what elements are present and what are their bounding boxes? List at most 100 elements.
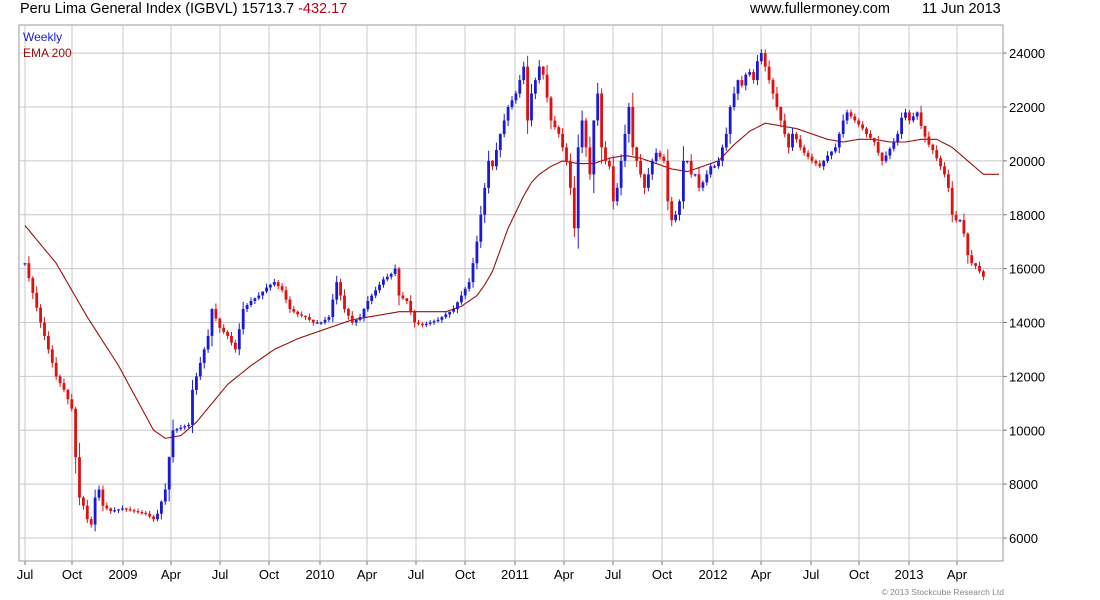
website-label: www.fullermoney.com [750,1,890,17]
weekly-bar [148,513,152,517]
weekly-bar [292,309,296,312]
date-label: 11 Jun 2013 [922,1,1001,17]
weekly-bar [553,120,557,128]
y-tick-label: 20000 [1009,154,1045,169]
weekly-bar [121,508,124,510]
weekly-bar [506,107,510,121]
weekly-bar [950,187,954,215]
weekly-bar [272,282,276,285]
weekly-bar [685,160,689,163]
weekly-bar [526,66,529,121]
weekly-bar [366,301,370,310]
weekly-bar [639,160,642,175]
weekly-bar [721,147,724,161]
chart-title: Peru Lima General Index (IGBVL) 15713.7 … [20,1,347,17]
weekly-bar [923,125,927,137]
weekly-bar [635,147,639,161]
weekly-bar [113,510,116,512]
weekly-bar [475,241,479,264]
weekly-bar [230,336,233,343]
weekly-bar [806,152,810,157]
weekly-bar [82,497,85,506]
y-tick-label: 24000 [1009,46,1045,61]
weekly-bar [596,93,600,121]
weekly-bar [105,505,109,509]
weekly-bar [810,156,814,161]
weekly-bar [857,120,861,125]
weekly-bar [666,160,670,202]
weekly-bar [35,292,39,308]
weekly-bar [70,399,74,409]
weekly-bar [853,116,857,121]
weekly-bar [354,319,358,323]
weekly-bar [845,112,849,121]
weekly-bar [210,309,214,336]
weekly-bar [872,138,876,142]
weekly-bar [678,201,681,215]
weekly-bar [880,152,884,161]
weekly-bar [421,323,424,326]
weekly-bar [740,80,744,86]
weekly-bar [39,307,42,323]
weekly-bar [549,97,553,121]
weekly-bar [397,268,401,296]
weekly-bar [66,389,70,400]
x-tick-label: 2012 [699,567,728,582]
weekly-bar [97,489,101,498]
weekly-bar [175,428,179,431]
weekly-bar [654,152,658,161]
weekly-bar [378,284,381,291]
weekly-bar [884,155,888,161]
y-tick-label: 6000 [1009,531,1038,546]
weekly-bar [705,174,709,183]
weekly-bar [171,430,175,458]
weekly-bar [911,116,915,121]
x-tick-label: Jul [605,567,622,582]
weekly-bar [487,160,490,188]
weekly-bar [518,80,522,94]
weekly-bar [385,276,389,280]
weekly-bar [670,201,674,221]
weekly-bar [892,142,896,149]
weekly-bar [280,286,284,291]
weekly-bar [775,93,779,107]
weekly-bar [202,349,206,363]
weekly-bar [276,282,280,287]
weekly-bar [935,150,939,159]
weekly-bar [456,302,459,309]
weekly-bar [452,309,455,312]
weekly-bar [763,53,767,67]
x-tick-label: 2010 [306,567,335,582]
weekly-bar [23,263,27,265]
weekly-bar [471,263,475,283]
weekly-bar [954,214,958,221]
y-tick-label: 18000 [1009,208,1045,223]
weekly-bar [576,147,580,229]
weekly-bar [904,112,907,118]
weekly-bar [284,290,288,300]
weekly-bar [510,100,514,107]
weekly-bar [915,112,919,117]
weekly-bar [460,295,463,303]
x-tick-label: 2013 [895,567,924,582]
x-tick-label: Oct [849,567,870,582]
legend-ema: EMA 200 [23,46,72,60]
weekly-bar [584,120,588,148]
weekly-bar [428,322,432,324]
weekly-bar [693,174,697,176]
weekly-bar [537,66,541,81]
weekly-bar [467,282,471,289]
weekly-bar [370,295,374,301]
weekly-bar [728,107,732,134]
ema-200-line [24,122,999,439]
weekly-bar [814,160,818,164]
y-tick-label: 8000 [1009,477,1038,492]
weekly-bar [588,147,592,175]
weekly-bar [214,309,218,319]
weekly-bar [592,120,596,175]
weekly-bar [319,322,323,324]
weekly-bar [779,107,783,121]
weekly-bar [382,279,385,285]
weekly-bar [498,133,502,151]
weekly-bar [569,160,572,188]
